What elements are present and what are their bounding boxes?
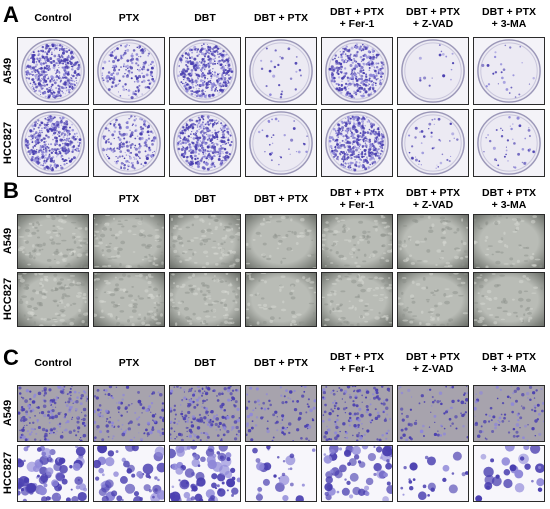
transwell-stain-image bbox=[245, 385, 317, 442]
row-label-hcc827: HCC827 bbox=[1, 437, 15, 509]
transwell-stain-image bbox=[169, 385, 241, 442]
brightfield-microscopy-image bbox=[93, 272, 165, 327]
transwell-stain-image bbox=[321, 445, 393, 502]
colony-formation-dish-image bbox=[397, 109, 469, 177]
column-label: DBT + PTX + 3-MA bbox=[472, 6, 546, 30]
column-label: DBT + PTX + Fer-1 bbox=[320, 187, 394, 211]
colony-formation-dish-image bbox=[473, 37, 545, 105]
brightfield-microscopy-image bbox=[473, 272, 545, 327]
column-label: DBT + PTX + Fer-1 bbox=[320, 351, 394, 375]
transwell-stain-image bbox=[17, 445, 89, 502]
column-label: DBT + PTX + Z-VAD bbox=[396, 351, 470, 375]
brightfield-microscopy-image bbox=[93, 214, 165, 269]
transwell-stain-image bbox=[397, 445, 469, 502]
colony-formation-dish-image bbox=[321, 109, 393, 177]
column-label: PTX bbox=[92, 357, 166, 369]
colony-formation-dish-image bbox=[17, 109, 89, 177]
column-label: Control bbox=[16, 357, 90, 369]
column-label: PTX bbox=[92, 12, 166, 24]
column-label: Control bbox=[16, 193, 90, 205]
brightfield-microscopy-image bbox=[321, 214, 393, 269]
colony-formation-dish-image bbox=[473, 109, 545, 177]
colony-formation-dish-image bbox=[321, 37, 393, 105]
brightfield-microscopy-image bbox=[321, 272, 393, 327]
column-label: DBT + PTX + 3-MA bbox=[472, 351, 546, 375]
column-label: DBT + PTX + 3-MA bbox=[472, 187, 546, 211]
column-label: DBT bbox=[168, 12, 242, 24]
row-label-hcc827: HCC827 bbox=[1, 107, 15, 179]
transwell-stain-image bbox=[169, 445, 241, 502]
transwell-stain-image bbox=[397, 385, 469, 442]
brightfield-microscopy-image bbox=[169, 272, 241, 327]
column-label: PTX bbox=[92, 193, 166, 205]
colony-formation-dish-image bbox=[169, 109, 241, 177]
column-label: DBT + PTX bbox=[244, 193, 318, 205]
brightfield-microscopy-image bbox=[17, 272, 89, 327]
row-label-hcc827: HCC827 bbox=[1, 263, 15, 335]
colony-formation-dish-image bbox=[17, 37, 89, 105]
transwell-stain-image bbox=[321, 385, 393, 442]
column-label: DBT + PTX + Z-VAD bbox=[396, 187, 470, 211]
transwell-stain-image bbox=[245, 445, 317, 502]
transwell-stain-image bbox=[93, 445, 165, 502]
brightfield-microscopy-image bbox=[245, 214, 317, 269]
colony-formation-dish-image bbox=[245, 37, 317, 105]
colony-formation-dish-image bbox=[169, 37, 241, 105]
transwell-stain-image bbox=[473, 385, 545, 442]
colony-formation-dish-image bbox=[397, 37, 469, 105]
colony-formation-dish-image bbox=[93, 37, 165, 105]
transwell-stain-image bbox=[93, 385, 165, 442]
brightfield-microscopy-image bbox=[17, 214, 89, 269]
brightfield-microscopy-image bbox=[397, 272, 469, 327]
brightfield-microscopy-image bbox=[473, 214, 545, 269]
colony-formation-dish-image bbox=[245, 109, 317, 177]
transwell-stain-image bbox=[473, 445, 545, 502]
column-label: DBT + PTX bbox=[244, 357, 318, 369]
brightfield-microscopy-image bbox=[397, 214, 469, 269]
colony-formation-dish-image bbox=[93, 109, 165, 177]
column-label: DBT bbox=[168, 193, 242, 205]
column-label: DBT bbox=[168, 357, 242, 369]
column-label: Control bbox=[16, 12, 90, 24]
row-label-a549: A549 bbox=[1, 35, 15, 107]
column-label: DBT + PTX + Fer-1 bbox=[320, 6, 394, 30]
column-label: DBT + PTX + Z-VAD bbox=[396, 6, 470, 30]
brightfield-microscopy-image bbox=[169, 214, 241, 269]
brightfield-microscopy-image bbox=[245, 272, 317, 327]
transwell-stain-image bbox=[17, 385, 89, 442]
column-label: DBT + PTX bbox=[244, 12, 318, 24]
